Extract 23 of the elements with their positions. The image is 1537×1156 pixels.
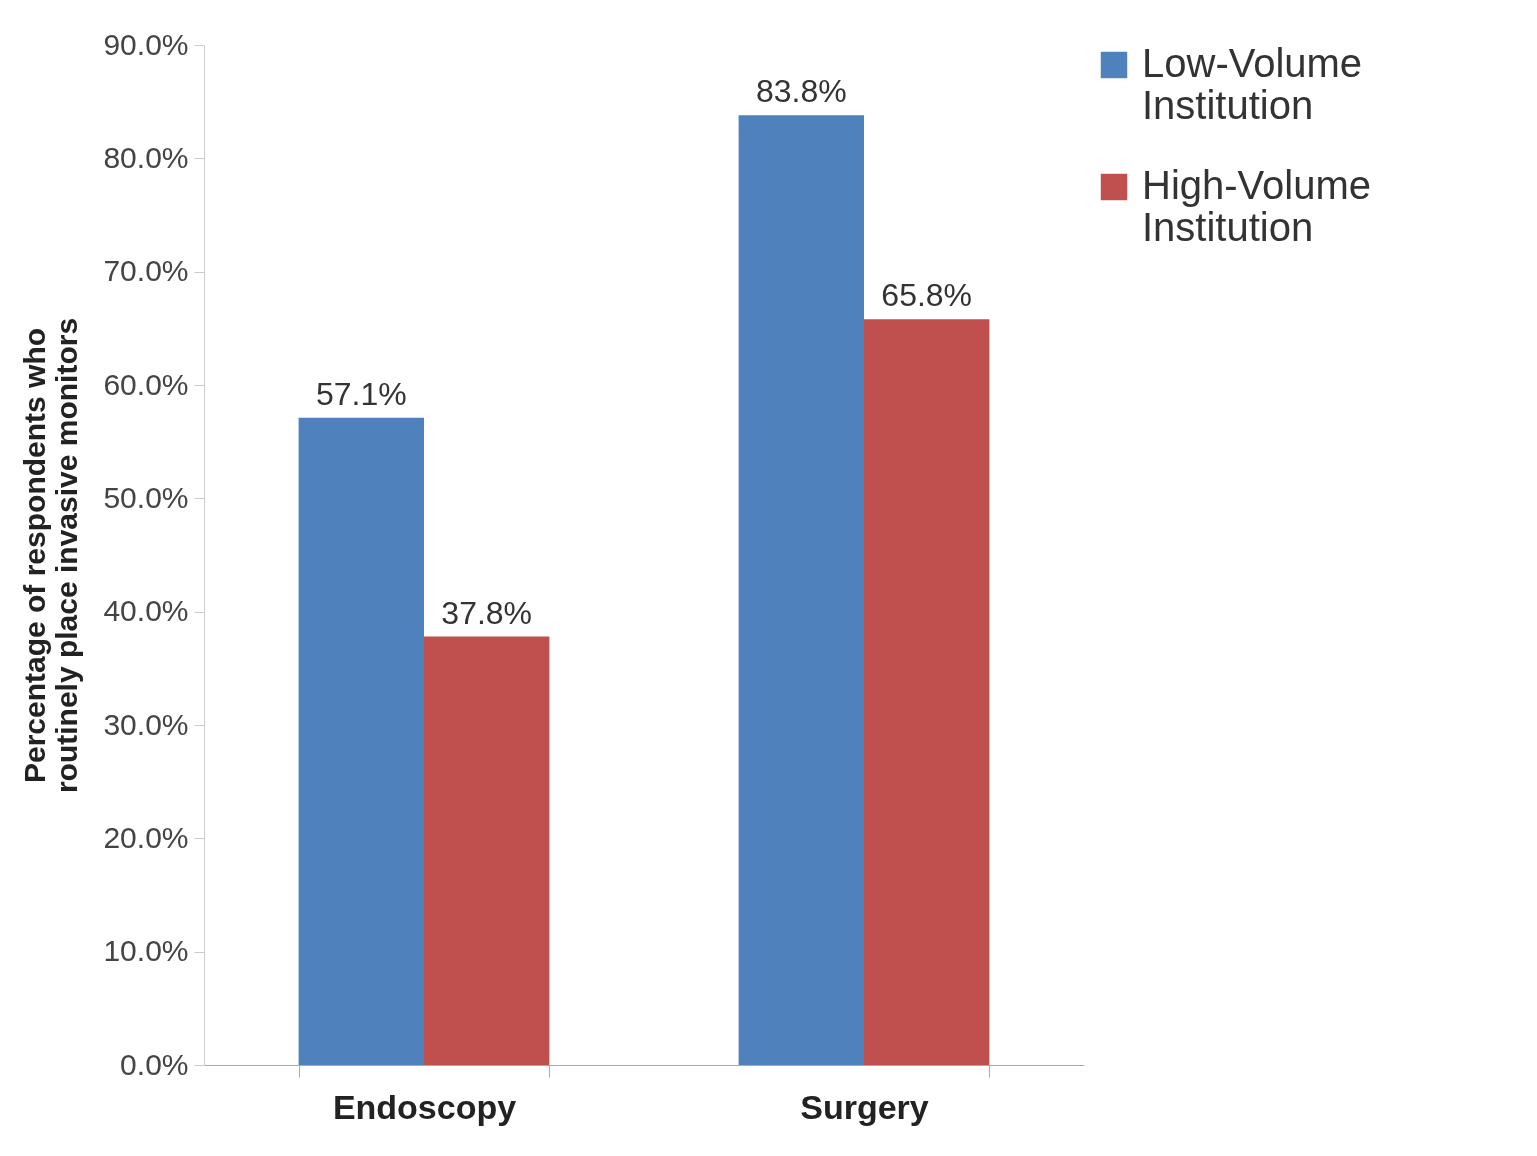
y-tick-label: 90.0% xyxy=(103,27,189,61)
y-tick-label: 10.0% xyxy=(103,934,189,968)
y-tick-label: 0.0% xyxy=(120,1047,189,1081)
bar xyxy=(738,115,864,1065)
data-label: 57.1% xyxy=(315,375,407,412)
bar xyxy=(298,417,424,1065)
bar xyxy=(424,636,550,1065)
y-tick-label: 30.0% xyxy=(103,707,189,741)
data-label: 83.8% xyxy=(755,73,847,110)
y-tick-label: 40.0% xyxy=(103,594,189,628)
y-tick-label: 80.0% xyxy=(103,140,189,174)
y-axis-title: Percentage of respondents who routinely place invasive monitors xyxy=(18,317,84,794)
y-tick-label: 70.0% xyxy=(103,254,189,288)
y-tick-label: 60.0% xyxy=(103,367,189,401)
y-tick-label: 20.0% xyxy=(103,820,189,854)
data-label: 37.8% xyxy=(441,594,533,631)
x-tick-label: Surgery xyxy=(800,1087,929,1126)
data-label: 65.8% xyxy=(881,277,973,314)
x-tick-label: Endoscopy xyxy=(332,1087,517,1126)
legend-label: High-Volume Institution xyxy=(1142,163,1372,249)
bar xyxy=(864,319,990,1065)
legend-label: Low-Volume Institution xyxy=(1142,41,1363,127)
y-tick-label: 50.0% xyxy=(103,480,189,514)
